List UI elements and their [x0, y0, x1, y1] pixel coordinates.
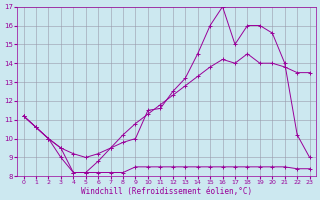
X-axis label: Windchill (Refroidissement éolien,°C): Windchill (Refroidissement éolien,°C): [81, 187, 252, 196]
